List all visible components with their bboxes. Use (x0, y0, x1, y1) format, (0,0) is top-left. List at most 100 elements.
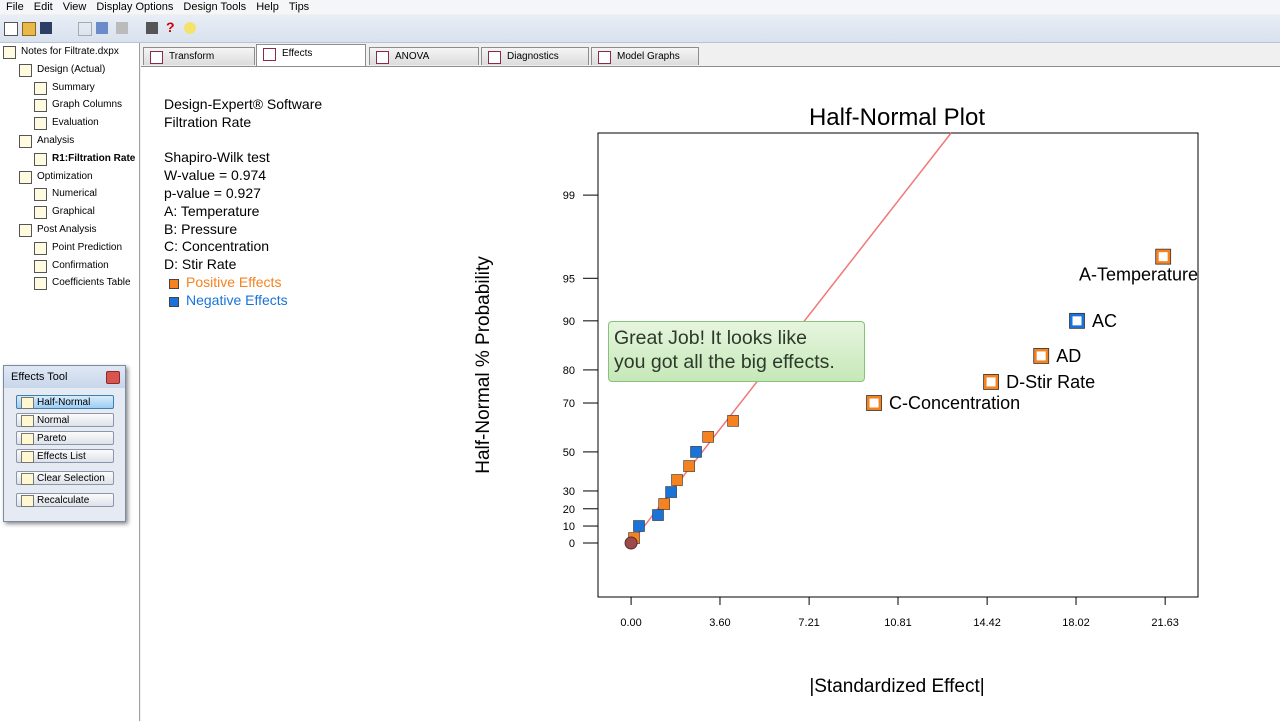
tree-label: Summary (52, 81, 95, 93)
y-axis-label: Half-Normal % Probability (473, 256, 494, 474)
paste-icon[interactable] (116, 22, 128, 34)
tool-button[interactable]: Normal (16, 413, 114, 427)
callout-line: you got all the big effects. (614, 351, 835, 373)
y-tick-label: 70 (563, 398, 575, 410)
tree-item[interactable]: Graphical (34, 205, 95, 220)
tree-label: Post Analysis (37, 224, 97, 235)
point-outline (1033, 348, 1050, 364)
tree-group[interactable]: Post Analysis (19, 223, 96, 237)
menu-item[interactable]: Edit (33, 1, 53, 13)
tree-item[interactable]: Graph Columns (34, 98, 122, 113)
button-icon (21, 451, 34, 463)
copy-icon[interactable] (96, 22, 108, 34)
y-tick-label: 0 (569, 538, 575, 550)
tab[interactable]: Model Graphs (591, 47, 699, 65)
toolbar: ? (0, 15, 1280, 43)
save-icon[interactable] (40, 22, 52, 34)
menu-item[interactable]: Display Options (96, 1, 174, 13)
menu-item[interactable]: Design Tools (183, 1, 247, 13)
point-label: AD (1056, 346, 1081, 366)
tree-icon (34, 81, 47, 95)
menu-item[interactable]: Help (256, 1, 279, 13)
point-outline (866, 395, 882, 411)
tree-icon (19, 135, 32, 148)
tool-button[interactable]: Pareto (16, 431, 114, 445)
tab[interactable]: ANOVA (369, 47, 479, 65)
tree-group[interactable]: Design (Actual) (19, 63, 105, 77)
point-outline (983, 374, 999, 390)
button-label: Clear Selection (37, 473, 105, 484)
info-line: Shapiro-Wilk test (164, 149, 270, 166)
point (727, 415, 739, 427)
close-button[interactable] (106, 371, 120, 384)
point-label: C-Concentration (889, 393, 1020, 413)
point-label: A-Temperature (1079, 265, 1198, 285)
point (633, 520, 645, 532)
tab[interactable]: Transform (143, 47, 255, 65)
tool-button[interactable]: Recalculate (16, 493, 114, 507)
tree-icon (34, 117, 47, 131)
tree-item[interactable]: R1:Filtration Rate (34, 152, 135, 166)
content-area (141, 66, 1280, 721)
open-icon[interactable] (22, 22, 36, 36)
tree-icon (19, 63, 32, 77)
x-tick-label: 21.63 (1151, 617, 1179, 629)
y-tick-label: 95 (563, 273, 575, 285)
y-tick-label: 99 (563, 190, 575, 202)
info-line: Filtration Rate (164, 113, 252, 130)
factor-line: D: Stir Rate (164, 256, 237, 273)
x-tick-label: 3.60 (709, 617, 730, 629)
button-label: Normal (37, 415, 70, 426)
y-tick-label: 90 (563, 316, 575, 328)
tab-label: Effects (282, 48, 313, 59)
tree-group[interactable]: Optimization (19, 170, 93, 184)
y-tick-label: 10 (563, 521, 575, 533)
tool-button[interactable]: Effects List (16, 449, 114, 463)
tree-item[interactable]: Numerical (34, 187, 98, 202)
tip-icon[interactable] (184, 22, 196, 34)
point-label: AC (1092, 311, 1117, 331)
tree-item[interactable]: Summary (34, 81, 95, 95)
legend-label: Negative Effects (186, 291, 288, 308)
tree-icon (3, 46, 16, 59)
tree-item[interactable]: Evaluation (34, 116, 99, 131)
callout-line: Great Job! It looks like (614, 327, 807, 349)
cut-icon[interactable] (78, 22, 92, 36)
tree-item[interactable]: Coefficients Table (34, 276, 131, 291)
menu-item[interactable]: View (62, 1, 87, 13)
menu-item[interactable]: File (6, 1, 24, 13)
tool-button[interactable]: Clear Selection (16, 471, 114, 485)
tool-button[interactable]: Half-Normal (16, 395, 114, 409)
tree-group[interactable]: Analysis (19, 134, 74, 148)
menu-item[interactable]: Tips (288, 1, 310, 13)
tree-label: Coefficients Table (52, 277, 131, 289)
info-line: W-value = 0.974 (164, 167, 267, 184)
callout: Great Job! It looks like you got all the … (608, 321, 865, 382)
print-icon[interactable] (146, 22, 158, 34)
point (652, 509, 664, 521)
tree-label: Numerical (52, 188, 98, 200)
point-outline (1069, 312, 1085, 329)
point (1033, 348, 1049, 364)
button-icon (21, 415, 34, 427)
tree-label: Evaluation (52, 117, 99, 129)
x-tick-label: 7.21 (798, 617, 819, 629)
tab[interactable]: Diagnostics (481, 47, 589, 65)
tab[interactable]: Effects (256, 44, 366, 66)
new-icon[interactable] (4, 22, 18, 36)
help-icon[interactable]: ? (166, 19, 175, 35)
tree-icon (34, 99, 47, 113)
tree-item[interactable]: Confirmation (34, 259, 109, 273)
point (1155, 249, 1171, 265)
tab-bar: Transform Effects ANOVA Diagnostics Model Gr… (141, 43, 1280, 66)
tree-item[interactable]: Point Prediction (34, 241, 122, 255)
y-tick-label: 50 (563, 447, 575, 459)
tree-icon (19, 224, 32, 237)
factor-line: A: Temperature (164, 202, 260, 219)
factor-line: B: Pressure (164, 220, 238, 237)
tree-root[interactable]: Notes for Filtrate.dxpx (3, 45, 119, 59)
y-tick-label: 30 (563, 486, 575, 498)
x-tick-label: 10.81 (884, 617, 912, 629)
point (983, 374, 999, 390)
x-tick-label: 0.00 (620, 617, 641, 629)
